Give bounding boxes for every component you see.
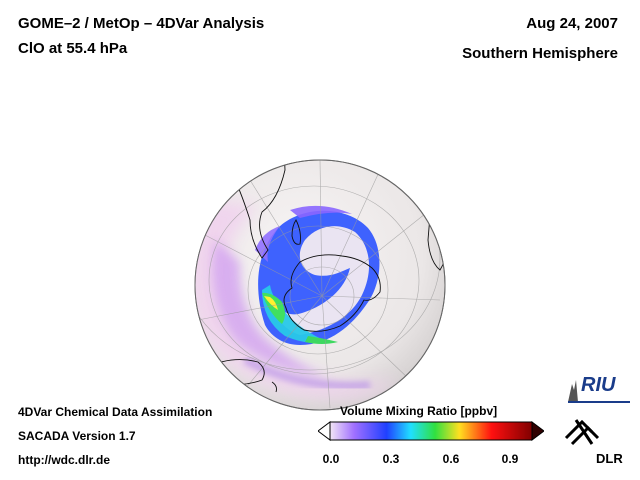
map-region: Southern Hemisphere: [462, 45, 618, 62]
clo-region-green-south: [305, 336, 338, 344]
colorbar-tick-0: 0.0: [322, 452, 340, 466]
colorbar-tick-3: 0.9: [501, 452, 519, 466]
map-title: GOME–2 / MetOp – 4DVar Analysis: [18, 15, 265, 32]
map-subtitle-species: ClO at 55.4 hPa: [18, 40, 128, 57]
riu-logo-text: RIU: [581, 374, 616, 396]
footer-website-link[interactable]: http://wdc.dlr.de: [18, 453, 110, 467]
graticule: [195, 160, 441, 409]
riu-logo-icon: [568, 380, 630, 403]
footer-line-version: SACADA Version 1.7: [18, 429, 136, 443]
clo-streak: [243, 356, 371, 390]
colorbar-title: Volume Mixing Ratio [ppbv]: [340, 404, 498, 418]
dlr-logo-icon: [564, 419, 600, 446]
colorbar-under-arrow: [318, 421, 331, 441]
clo-region-violet: [255, 226, 280, 262]
colorbar-over-arrow: [531, 421, 544, 441]
clo-region-yellow: [264, 296, 278, 310]
colorbar-gradient: [329, 421, 533, 441]
map-date: Aug 24, 2007: [526, 15, 618, 32]
clo-region-cyan: [262, 285, 330, 344]
clo-vortex-core: [273, 226, 370, 335]
footer-line-assimilation: 4DVar Chemical Data Assimilation: [18, 405, 213, 419]
globe-outline: [194, 159, 446, 411]
colorbar-tick-1: 0.3: [382, 452, 400, 466]
clo-haze-violet: [212, 240, 330, 378]
colorbar-tick-2: 0.6: [442, 452, 460, 466]
dlr-logo-text: DLR: [596, 451, 623, 466]
colorbar: [318, 421, 544, 441]
